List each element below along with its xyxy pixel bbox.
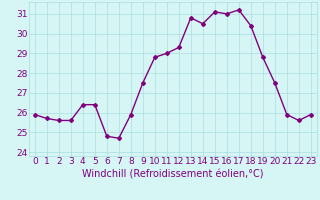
X-axis label: Windchill (Refroidissement éolien,°C): Windchill (Refroidissement éolien,°C) — [82, 169, 264, 179]
